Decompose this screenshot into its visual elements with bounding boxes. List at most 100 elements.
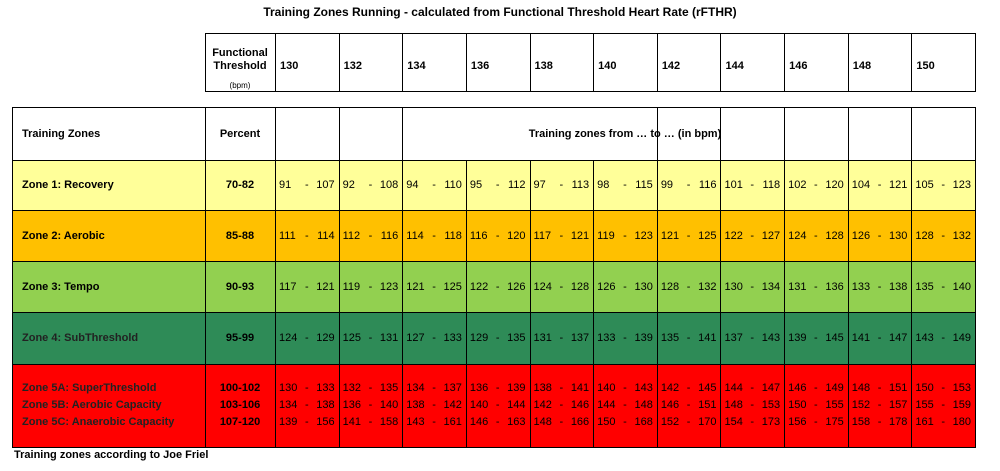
range-low: 144 <box>597 399 616 411</box>
range-separator: - <box>623 416 627 428</box>
range-high: 133 <box>443 332 462 344</box>
range-low: 146 <box>660 399 680 411</box>
range-high: 157 <box>889 399 908 411</box>
range-high: 142 <box>443 399 462 411</box>
grid-line <box>720 33 722 92</box>
range-low: 152 <box>851 399 871 411</box>
range-low: 140 <box>597 382 616 394</box>
grid-line <box>402 33 404 92</box>
range-high: 129 <box>316 332 335 344</box>
range-high: 114 <box>317 229 335 242</box>
range-high: 138 <box>889 280 908 293</box>
range-low: 131 <box>533 332 552 344</box>
range-separator: - <box>686 416 691 428</box>
range-high: 143 <box>634 382 653 394</box>
range-low: 124 <box>788 229 807 242</box>
column-header: Percent <box>219 128 261 140</box>
range-separator: - <box>686 382 691 394</box>
range-low: 124 <box>279 332 298 344</box>
grid-line <box>12 312 976 313</box>
range-separator: - <box>559 332 564 344</box>
zone-percent: 100-102 <box>219 382 261 394</box>
range-high: 161 <box>443 416 462 428</box>
range-high: 166 <box>570 416 590 428</box>
range-low: 91 <box>279 179 292 191</box>
range-low: 161 <box>915 416 934 428</box>
range-low: 146 <box>469 416 489 428</box>
range-low: 119 <box>597 229 615 242</box>
range-low: 148 <box>724 399 743 411</box>
range-high: 170 <box>698 416 717 428</box>
range-high: 145 <box>698 382 717 394</box>
range-low: 128 <box>660 280 680 293</box>
range-high: 149 <box>952 332 971 344</box>
range-separator: - <box>941 179 945 191</box>
range-high: 151 <box>698 399 717 411</box>
range-high: 133 <box>316 382 335 394</box>
range-separator: - <box>750 416 755 428</box>
range-high: 153 <box>761 399 781 411</box>
range-separator: - <box>814 382 818 394</box>
range-separator: - <box>368 179 373 191</box>
range-high: 144 <box>507 399 526 411</box>
range-separator: - <box>495 229 500 242</box>
range-high: 141 <box>570 382 590 394</box>
grid-line <box>975 107 976 448</box>
range-high: 141 <box>698 332 717 344</box>
range-separator: - <box>559 416 564 428</box>
range-high: 130 <box>634 280 653 293</box>
range-low: 128 <box>915 229 934 242</box>
range-low: 131 <box>788 280 807 293</box>
range-low: 130 <box>279 382 298 394</box>
range-separator: - <box>304 416 309 428</box>
row-band <box>12 107 976 160</box>
range-low: 124 <box>533 280 552 293</box>
range-separator: - <box>559 280 564 293</box>
range-low: 117 <box>279 280 297 293</box>
range-high: 137 <box>443 382 462 394</box>
range-low: 135 <box>915 280 934 293</box>
grid-line <box>205 33 206 92</box>
range-low: 111 <box>279 229 296 242</box>
range-high: 147 <box>889 332 908 344</box>
range-low: 94 <box>406 179 419 191</box>
range-high: 120 <box>507 229 526 242</box>
zone-name: Zone 5A: SuperThreshold <box>22 382 157 394</box>
range-low: 150 <box>788 399 807 411</box>
range-separator: - <box>814 229 818 242</box>
range-low: 139 <box>788 332 807 344</box>
range-separator: - <box>368 229 373 242</box>
range-high: 145 <box>825 332 844 344</box>
range-high: 123 <box>379 280 399 293</box>
range-high: 132 <box>952 229 971 242</box>
range-separator: - <box>750 332 755 344</box>
row-band <box>12 210 976 261</box>
range-separator: - <box>368 382 373 394</box>
range-high: 146 <box>570 399 590 411</box>
grid-line <box>12 210 976 211</box>
threshold-value: 148 <box>852 60 872 72</box>
range-low: 122 <box>724 229 743 242</box>
range-separator: - <box>304 280 309 293</box>
range-separator: - <box>304 399 309 411</box>
range-high: 158 <box>379 416 399 428</box>
range-high: 108 <box>379 179 399 191</box>
range-high: 138 <box>316 399 335 411</box>
range-low: 152 <box>660 416 680 428</box>
range-separator: - <box>623 280 627 293</box>
range-low: 143 <box>915 332 934 344</box>
range-high: 126 <box>507 280 526 293</box>
grid-line <box>338 107 340 447</box>
range-low: 99 <box>660 179 674 191</box>
grid-line <box>12 160 976 161</box>
zone-percent: 107-120 <box>219 416 261 428</box>
range-low: 137 <box>724 332 743 344</box>
range-separator: - <box>495 332 500 344</box>
range-low: 141 <box>342 416 361 428</box>
range-low: 158 <box>851 416 871 428</box>
range-high: 135 <box>379 382 399 394</box>
zone-percent: 103-106 <box>219 399 261 411</box>
range-separator: - <box>877 416 882 428</box>
grid-line <box>465 33 467 92</box>
range-low: 116 <box>469 229 488 242</box>
